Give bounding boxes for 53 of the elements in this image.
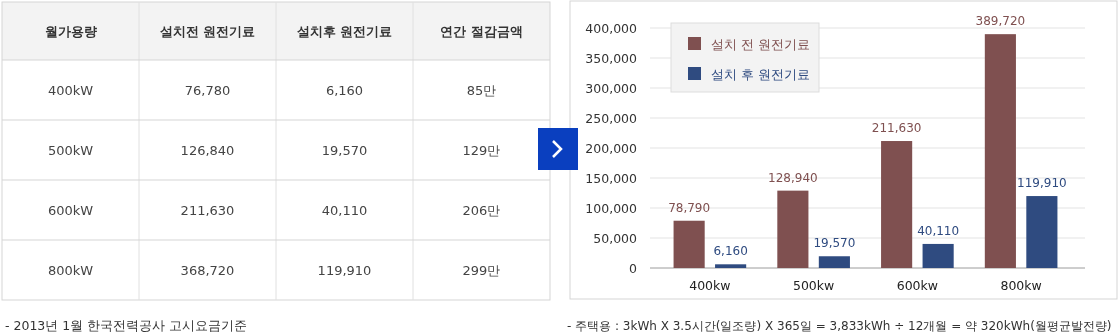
data-label: 6,160 <box>713 244 748 259</box>
y-tick-label: 50,000 <box>593 231 638 246</box>
text: 126,840 <box>180 143 235 158</box>
y-tick-label: 300,000 <box>585 81 638 96</box>
bar <box>673 220 705 268</box>
text: 206만 <box>462 203 501 218</box>
y-tick-label: 250,000 <box>585 111 638 126</box>
y-tick-label: 400,000 <box>585 21 638 36</box>
text: 19,570 <box>321 143 368 158</box>
bar <box>922 243 954 268</box>
y-tick-label: 200,000 <box>585 141 638 156</box>
category-label: 연간 절감금액 <box>440 24 523 39</box>
bar <box>881 141 913 268</box>
x-tick-label: 800kw <box>1000 278 1042 293</box>
text: 400kW <box>47 83 94 98</box>
data-label: 78,790 <box>668 200 711 215</box>
text: 500kW <box>47 143 94 158</box>
legend-label: 설치 전 원전기료 <box>711 37 810 52</box>
bar <box>818 256 850 268</box>
data-label: 40,110 <box>917 223 960 238</box>
data-label: 389,720 <box>975 14 1026 29</box>
text: - 주택용 : 3kWh X 3.5시간(일조량) X 365일 = 3,833kWh ÷ 12개월 = 약 320kWh(월평균발전량) <box>567 319 1112 333</box>
data-label: 211,630 <box>871 121 922 136</box>
category-label: 설치후 원전기료 <box>296 24 393 39</box>
text: 368,720 <box>180 263 235 278</box>
data-label: 19,570 <box>813 236 856 251</box>
text: 76,780 <box>184 83 231 98</box>
bar <box>984 34 1016 268</box>
bar <box>1026 196 1058 268</box>
text: 6,160 <box>325 83 364 98</box>
text: - 2013년 1월 한국전력공사 고시요금기준 <box>5 318 248 333</box>
category-label: 설치전 원전기료 <box>159 24 256 39</box>
text: 600kW <box>47 203 94 218</box>
text: 129만 <box>462 143 501 158</box>
text: 800kW <box>47 263 94 278</box>
y-tick-label: 150,000 <box>585 171 638 186</box>
bar <box>777 190 809 268</box>
data-label: 128,940 <box>768 170 818 185</box>
legend-label: 설치 후 원전기료 <box>711 67 810 82</box>
text: 40,110 <box>321 203 368 218</box>
category-label: 월가용량 <box>44 24 97 39</box>
text: 299만 <box>462 263 501 278</box>
x-tick-label: 600kw <box>896 278 939 293</box>
x-tick-label: 500kw <box>792 278 835 293</box>
bar <box>715 264 747 268</box>
y-tick-label: 0 <box>629 261 638 276</box>
text: 85만 <box>466 83 497 98</box>
data-label: 119,910 <box>1017 176 1067 191</box>
x-tick-label: 400kw <box>689 278 731 293</box>
y-tick-label: 350,000 <box>585 51 638 66</box>
text: 211,630 <box>180 203 235 218</box>
text: 119,910 <box>317 263 372 278</box>
y-tick-label: 100,000 <box>585 201 638 216</box>
